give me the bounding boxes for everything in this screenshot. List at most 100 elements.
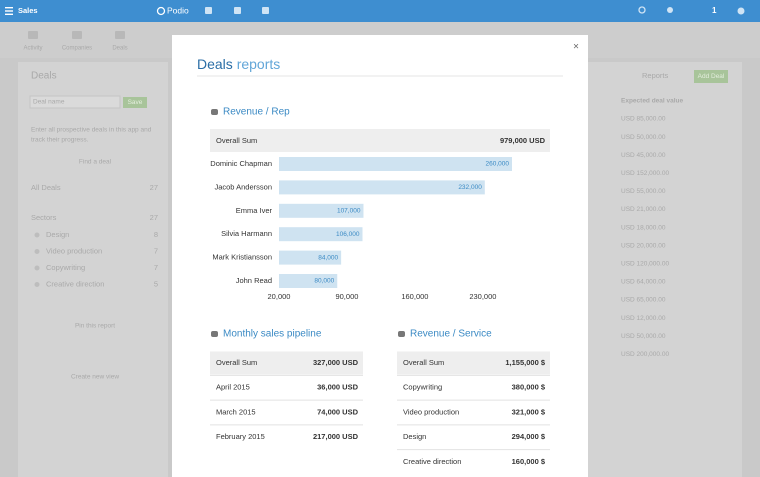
- notification-count[interactable]: 1: [712, 6, 717, 15]
- deal-value: USD 65,000.00: [621, 297, 666, 304]
- sector-item[interactable]: Copywriting: [46, 263, 85, 272]
- row-value: 36,000 USD: [317, 383, 358, 392]
- bar: [279, 180, 485, 195]
- description: track their progress.: [31, 137, 89, 144]
- row-value: 327,000 USD: [313, 358, 359, 367]
- deal-value: USD 85,000.00: [621, 116, 666, 123]
- row-value: 294,000 $: [512, 432, 546, 441]
- reports-button[interactable]: Reports: [642, 71, 669, 80]
- row-label: Video production: [403, 407, 459, 416]
- create-view[interactable]: Create new view: [71, 374, 119, 381]
- app-name[interactable]: Sales: [18, 6, 38, 15]
- sidebar-title: Deals: [31, 71, 57, 82]
- deal-value: USD 18,000.00: [621, 224, 666, 231]
- modal-title: Deals reports: [197, 56, 280, 72]
- row-value: 160,000 $: [512, 457, 546, 466]
- title-main: Deals: [197, 56, 233, 72]
- deal-value: USD 12,000.00: [621, 315, 666, 322]
- section-icon: [398, 331, 405, 337]
- chat-icon[interactable]: [737, 7, 745, 15]
- row-label: March 2015: [216, 407, 256, 416]
- value-label: 232,000: [458, 184, 482, 191]
- section-icon: [211, 109, 218, 115]
- podio-logo: [156, 6, 166, 16]
- deal-value: USD 200,000.00: [621, 351, 669, 358]
- brand[interactable]: Podio: [167, 5, 189, 15]
- menu-icon[interactable]: [5, 7, 13, 15]
- category-label: Dominic Chapman: [210, 159, 272, 168]
- save-button[interactable]: [123, 97, 147, 108]
- sectors[interactable]: Sectors: [31, 213, 57, 222]
- overall-label: Overall Sum: [216, 136, 257, 145]
- row-value: 380,000 $: [512, 383, 546, 392]
- icon[interactable]: [262, 7, 269, 14]
- sector-item[interactable]: Creative direction: [46, 279, 104, 288]
- find-link[interactable]: Find a deal: [79, 159, 112, 166]
- list-panel: [588, 62, 742, 477]
- pin-link[interactable]: Pin this report: [75, 323, 115, 330]
- nav-label[interactable]: Deals: [112, 46, 127, 52]
- category-label: Mark Kristiansson: [212, 253, 272, 262]
- deal-value: USD 64,000.00: [621, 279, 666, 286]
- title-accent: reports: [237, 56, 281, 72]
- x-tick-label: 90,000: [335, 292, 358, 301]
- column-header: Expected deal value: [621, 98, 684, 105]
- deal-value: USD 50,000.00: [621, 333, 666, 340]
- close-button[interactable]: ×: [573, 42, 579, 53]
- deal-value: USD 120,000.00: [621, 261, 669, 268]
- category-label: Silvia Harmann: [221, 229, 272, 238]
- deal-value: USD 152,000.00: [621, 170, 669, 177]
- deal-value: USD 45,000.00: [621, 152, 666, 159]
- sidebar-panel: [18, 62, 168, 477]
- category-label: Jacob Andersson: [214, 182, 272, 191]
- row-label: Copywriting: [403, 383, 442, 392]
- nav-icon: [72, 31, 82, 39]
- sectors-count: 27: [150, 213, 158, 222]
- row-label: Overall Sum: [403, 358, 444, 367]
- sector-count: 7: [154, 246, 158, 255]
- nav-icon: [28, 31, 38, 39]
- background-app: Deals Deal name Save Enter all prospecti…: [23, 31, 728, 381]
- x-tick-label: 20,000: [268, 292, 291, 301]
- sector-count: 5: [154, 279, 158, 288]
- value-label: 260,000: [486, 161, 510, 168]
- search-icon[interactable]: [638, 6, 646, 14]
- icon[interactable]: [234, 7, 241, 14]
- category-label: John Read: [236, 276, 272, 285]
- nav-label[interactable]: Activity: [23, 46, 42, 52]
- row-value: 217,000 USD: [313, 432, 359, 441]
- x-tick-label: 230,000: [469, 292, 496, 301]
- row-label: Design: [403, 432, 426, 441]
- overall-row: [397, 351, 550, 375]
- overall-row: [210, 129, 550, 152]
- nav-label[interactable]: Companies: [62, 46, 92, 52]
- search-input[interactable]: [29, 95, 121, 109]
- deal-value: USD 20,000.00: [621, 242, 666, 249]
- all-deals[interactable]: All Deals: [31, 183, 61, 192]
- sector-item[interactable]: Video production: [46, 246, 102, 255]
- chart-title: Revenue / Rep: [223, 107, 290, 118]
- overall-row: [210, 351, 363, 375]
- row-label: February 2015: [216, 432, 265, 441]
- top-bar: [0, 0, 760, 22]
- add-button[interactable]: [694, 70, 728, 83]
- section-icon: [211, 331, 218, 337]
- icon[interactable]: [205, 7, 212, 14]
- user-icon[interactable]: [667, 7, 673, 13]
- description: Enter all prospective deals in this app …: [31, 127, 152, 134]
- bar: [279, 227, 363, 242]
- item-dot: [34, 232, 40, 238]
- modal: [172, 35, 588, 477]
- value-label: 106,000: [336, 231, 360, 238]
- row-value: 74,000 USD: [317, 407, 358, 416]
- row-value: 1,155,000 $: [505, 358, 545, 367]
- save-label: Save: [128, 99, 143, 106]
- item-dot: [34, 265, 40, 271]
- section-title: Revenue / Service: [410, 329, 492, 340]
- sector-item[interactable]: Design: [46, 230, 69, 239]
- row-label: Overall Sum: [216, 358, 257, 367]
- sector-count: 8: [154, 230, 158, 239]
- search-placeholder: Deal name: [33, 99, 65, 106]
